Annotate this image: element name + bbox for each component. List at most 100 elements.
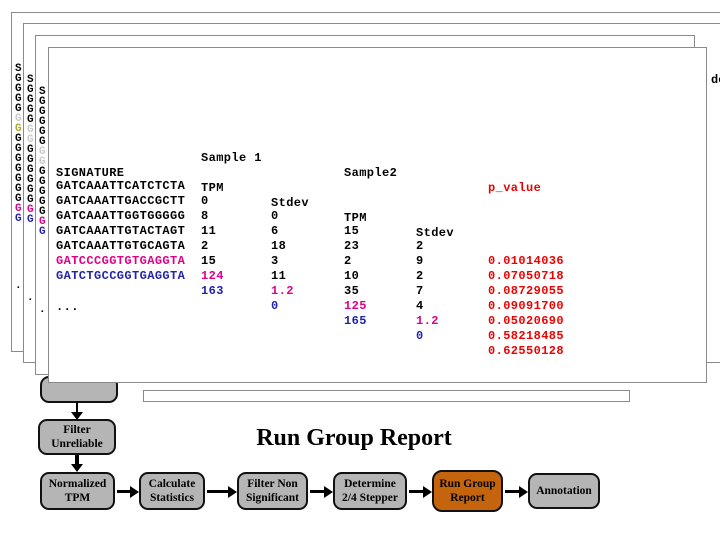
sample2-group-label: Sample2 [344, 166, 398, 180]
tpm2-header: TPM [344, 211, 367, 225]
flow-box-normalized-tpm: Normalized TPM [40, 472, 115, 510]
stdev1-cell: 18 [271, 239, 287, 253]
report-window-strip [143, 390, 630, 402]
stdev2-cell: 1.2 [416, 314, 439, 328]
arrow-right-head [130, 485, 139, 498]
stdev2-cell: 2 [416, 239, 424, 253]
signature-fragment: G [39, 216, 46, 228]
signature-header: SIGNATURE [56, 166, 125, 180]
table-ellipsis: ... [49, 285, 706, 314]
arrow-right-head [519, 485, 528, 498]
stdev2-cell: 7 [416, 284, 424, 298]
arrow-down-head [71, 464, 83, 472]
ellipsis-fragment: . [15, 280, 22, 292]
tpm1-cell: 163 [201, 284, 224, 298]
ellipsis-fragment: . [27, 292, 34, 304]
stdev2-cell: 2 [416, 269, 424, 283]
page-title: Run Group Report [256, 425, 452, 451]
signature-fragment: G [15, 203, 22, 215]
arrow-right [207, 485, 237, 498]
clipped-signature-column: S G G G G G G G G G G G G G G [39, 87, 49, 238]
table-row: GATCAAATTGACCGCTT 8 6 23 9 0.07050718 [49, 179, 706, 283]
table-row: GATCTGCCGGTGAGGTA 163 0 165 0 0.62550128 [49, 254, 706, 358]
clipped-signature-column: S G G G G G G G G G G G G G G [27, 74, 37, 226]
table-column-header: SIGNATURE TPM Stdev TPM Stdev [49, 151, 706, 240]
signature-fragment: G [39, 226, 46, 238]
signature-fragment: G G G G G [39, 166, 46, 218]
arrow-right [117, 485, 139, 498]
tpm1-cell: 0 [201, 194, 209, 208]
stdev1-header: Stdev [271, 196, 310, 210]
tpm2-cell: 165 [344, 314, 367, 328]
signature-fragment: S G G G G [15, 63, 22, 115]
stdev1-cell: 11 [271, 269, 287, 283]
signature-fragment: G [15, 113, 22, 125]
signature-fragment: G G [27, 124, 34, 146]
signature-fragment: G [15, 213, 22, 225]
p-value-header: p_value [488, 181, 542, 195]
tpm1-cell: 8 [201, 209, 209, 223]
arrow-right-head [423, 485, 432, 498]
tpm1-cell: 2 [201, 239, 209, 253]
arrow-right-head [228, 485, 237, 498]
tpm2-cell: 2 [344, 254, 352, 268]
p-value-cell: 0.62550128 [488, 344, 565, 358]
clipped-stdev-fragment: de [711, 73, 720, 87]
table-row: GATCAAATTGGTGGGGG 11 18 2 2 0.08729055 [49, 194, 706, 298]
stdev1-cell: 3 [271, 254, 279, 268]
p-value-cell: 0.07050718 [488, 269, 565, 283]
tpm2-cell: 35 [344, 284, 360, 298]
flow-box-annotation: Annotation [528, 473, 600, 509]
signature-fragment: G G G G G G [27, 144, 34, 206]
signature-fragment: G [27, 214, 34, 226]
p-value-cell: 0.08729055 [488, 284, 565, 298]
arrow-right [505, 485, 528, 498]
p-value-cell: 0.58218485 [488, 329, 565, 343]
stdev1-cell: 0 [271, 299, 279, 313]
signature-fragment: G G G G G G G [15, 133, 22, 205]
signature-cell: GATCAAATTGTGCAGTA [56, 239, 186, 253]
sample1-group-label: Sample 1 [201, 151, 262, 165]
flow-box-filter-unreliable: Filter Unreliable [38, 419, 116, 455]
flow-box-calculate-statistics: Calculate Statistics [139, 472, 205, 510]
report-window-front: Sample 1 Sample2 p_value SIGNATURE TPM S… [48, 47, 707, 383]
stdev1-cell: 6 [271, 224, 279, 238]
stdev1-cell: 1.2 [271, 284, 294, 298]
arrow-down [76, 402, 78, 412]
table-group-header: Sample 1 Sample2 p_value [49, 136, 706, 195]
tpm2-cell: 10 [344, 269, 360, 283]
ellipsis-fragment: . [39, 304, 46, 316]
tpm2-cell: 125 [344, 299, 367, 313]
signature-cell: GATCAAATTGTACTAGT [56, 224, 186, 238]
arrow-down-head [71, 412, 83, 420]
signature-cell: GATCAAATTGACCGCTT [56, 194, 186, 208]
ellipsis: ... [56, 300, 79, 314]
stdev1-cell: 0 [271, 209, 279, 223]
tpm1-cell: 11 [201, 224, 217, 238]
signature-cell: GATCAAATTCATCTCTA [56, 179, 186, 193]
stdev2-header: Stdev [416, 226, 455, 240]
signature-cell: GATCAAATTGGTGGGGG [56, 209, 186, 223]
signature-fragment: S G G G G [27, 74, 34, 126]
tpm1-header: TPM [201, 181, 224, 195]
tpm1-cell: 15 [201, 254, 217, 268]
p-value-cell: 0.09091700 [488, 299, 565, 313]
arrow-right [409, 485, 432, 498]
clipped-signature-column: S G G G G G G G G G G G G G G G [15, 63, 25, 225]
signature-cell: GATCTGCCGGTGAGGTA [56, 269, 186, 283]
arrow-right-head [324, 485, 333, 498]
flow-box-determine-stepper: Determine 2/4 Stepper [333, 472, 407, 510]
table-row: GATCCCGGTGTGAGGTA 124 1.2 125 1.2 0.5821… [49, 239, 706, 343]
signature-fragment: G [15, 123, 22, 135]
tpm2-cell: 15 [344, 224, 360, 238]
signature-fragment: G G [39, 146, 46, 168]
flow-box-filter-non-significant: Filter Non Significant [237, 472, 308, 510]
table-row: GATCAAATTGTACTAGT 2 3 10 7 0.09091700 [49, 209, 706, 313]
stdev2-cell: 0 [416, 329, 424, 343]
tpm1-cell: 124 [201, 269, 224, 283]
arrow-right [310, 485, 333, 498]
stdev2-cell: 4 [416, 299, 424, 313]
signature-cell: GATCCCGGTGTGAGGTA [56, 254, 186, 268]
arrow-down [75, 455, 79, 464]
